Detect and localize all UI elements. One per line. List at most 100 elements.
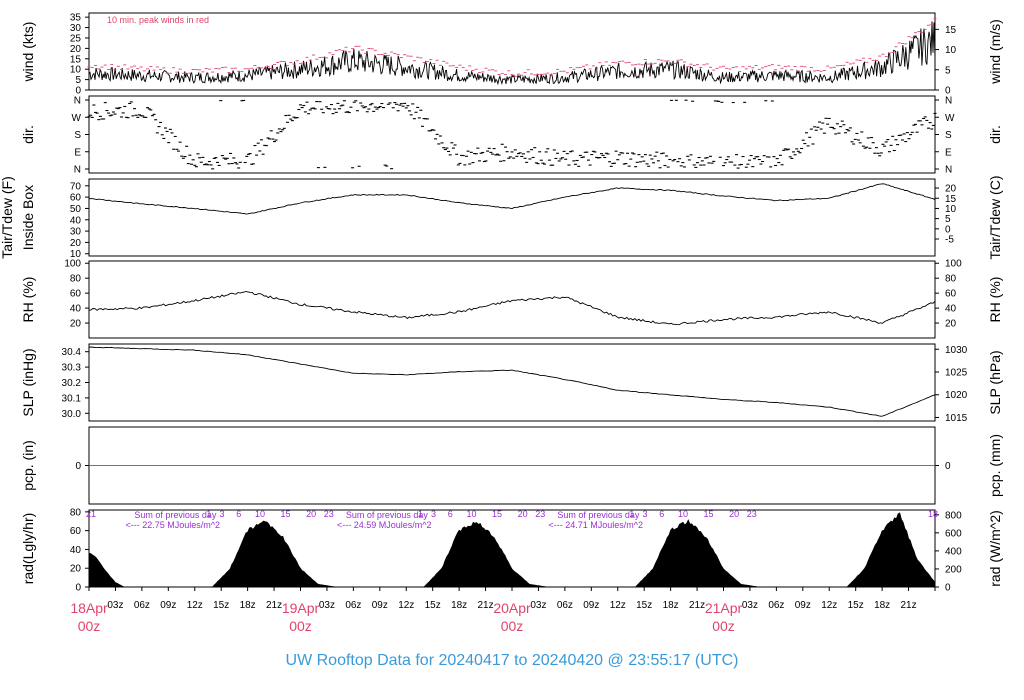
rad-hour-mark: 15: [281, 509, 291, 519]
temp-right-tick-label: 10: [945, 204, 957, 215]
temp-right-axis-label: Tair/Tdew (C): [987, 175, 1003, 259]
sum-previous-day-label: Sum of previous day: [134, 510, 217, 520]
dir-left-tick-label: S: [74, 130, 81, 141]
slp-right-tick-label: 1020: [945, 390, 968, 401]
slp-left-tick-label: 30.3: [62, 363, 82, 374]
solar-radiation-area: [88, 512, 936, 588]
temp-left-tick-label: 70: [70, 181, 82, 192]
rad-right-axis-label: rad (W/m^2): [987, 510, 1003, 587]
time-axis-label: 03z: [319, 600, 335, 611]
dir-left-tick-label: N: [74, 165, 81, 176]
sum-previous-day-label: Sum of previous day: [346, 510, 429, 520]
rad-hour-mark: 1: [629, 509, 634, 519]
rh-left-tick-label: 60: [70, 289, 82, 300]
time-axis-label: 15z: [636, 600, 652, 611]
temp-right-tick-label: 20: [945, 184, 957, 195]
slp-left-tick-label: 30.2: [62, 378, 82, 389]
day-label-date: 21Apr: [705, 600, 743, 616]
rad-right-tick-label: 600: [945, 528, 962, 539]
dir-right-axis-label: dir.: [987, 125, 1003, 144]
time-axis-label: 18z: [663, 600, 679, 611]
slp-right-tick-label: 1025: [945, 367, 968, 378]
sum-previous-day-value: <--- 24.71 MJoules/m^2: [548, 520, 643, 530]
day-label-hour: 00z: [78, 618, 101, 634]
slp-left-axis-label: SLP (inHg): [20, 348, 36, 416]
sum-previous-day-label: Sum of previous day: [557, 510, 640, 520]
slp-panel-frame: [88, 343, 936, 422]
rad-hour-mark: 23: [535, 509, 545, 519]
time-axis-label: 21z: [266, 600, 282, 611]
slp-right-axis-label: SLP (hPa): [987, 350, 1003, 414]
time-axis-label: 06z: [768, 600, 784, 611]
rad-hour-mark: 15: [492, 509, 502, 519]
wind-speed-line: [88, 21, 936, 86]
slp-right-tick-label: 1015: [945, 413, 968, 424]
dir-right-tick-label: E: [945, 147, 952, 158]
slp-right-tick-label: 1030: [945, 345, 968, 356]
rh-right-tick-label: 20: [945, 319, 957, 330]
rad-hour-mark: 15: [704, 509, 714, 519]
temp-left-tick-label: 30: [70, 227, 82, 238]
rad-hour-mark: 10: [255, 509, 265, 519]
rad-hour-mark: 1: [206, 509, 211, 519]
time-axis-label: 09z: [583, 600, 599, 611]
time-axis-label: 06z: [557, 600, 573, 611]
rad-right-tick-label: 400: [945, 546, 962, 557]
pcp-right-axis-label: pcp. (mm): [987, 434, 1003, 497]
time-axis-label: 03z: [742, 600, 758, 611]
dir-left-axis-label: dir.: [20, 125, 36, 144]
rh-right-tick-label: 40: [945, 304, 957, 315]
dir-left-tick-label: N: [74, 96, 81, 107]
time-axis-label: 12z: [821, 600, 837, 611]
day-label-date: 20Apr: [493, 600, 531, 616]
sum-previous-day-value: <--- 22.75 MJoules/m^2: [125, 520, 220, 530]
wind-left-axis-label: wind (kts): [20, 22, 36, 83]
rad-hour-mark: 10: [678, 509, 688, 519]
dir-panel-frame: [88, 95, 936, 174]
rad-hour-mark: 23: [324, 509, 334, 519]
temp-left-tick-label: 20: [70, 238, 82, 249]
rad-left-axis-label: rad(Lgly/hr): [20, 513, 36, 585]
time-axis-label: 12z: [398, 600, 414, 611]
day-label-hour: 00z: [289, 618, 312, 634]
day-label-hour: 00z: [712, 618, 735, 634]
temp-left-axis-label-1: Tair/Tdew (F): [0, 176, 15, 258]
wind-left-tick-label: 20: [70, 44, 82, 55]
temp-right-tick-label: -5: [945, 235, 954, 246]
rad-hour-mark: 23: [747, 509, 757, 519]
rad-edge-hour-mark: 21: [86, 509, 96, 519]
slp-left-tick-label: 30.0: [62, 409, 82, 420]
air-temperature-line: [88, 183, 936, 215]
time-axis-label: 18z: [240, 600, 256, 611]
sum-previous-day-value: <--- 24.59 MJoules/m^2: [337, 520, 432, 530]
rad-hour-mark: 6: [448, 509, 453, 519]
time-axis-label: 21z: [689, 600, 705, 611]
wind-left-tick-label: 0: [75, 86, 81, 97]
dir-right-tick-label: W: [945, 113, 955, 124]
relative-humidity-line: [88, 291, 936, 326]
time-axis-label: 06z: [345, 600, 361, 611]
wind-left-tick-label: 10: [70, 65, 82, 76]
slp-left-tick-label: 30.4: [62, 347, 82, 358]
rad-left-tick-label: 80: [70, 507, 82, 518]
time-axis-label: 21z: [901, 600, 917, 611]
rh-left-tick-label: 20: [70, 319, 82, 330]
pcp-right-tick-label: 0: [945, 461, 951, 472]
dir-left-tick-label: E: [74, 147, 81, 158]
wind-left-tick-label: 15: [70, 54, 82, 65]
time-axis-label: 09z: [372, 600, 388, 611]
wind-left-tick-label: 5: [75, 75, 81, 86]
rad-hour-mark: 6: [236, 509, 241, 519]
wind-right-tick-label: 5: [945, 65, 951, 76]
rad-hour-mark: 1: [418, 509, 423, 519]
rad-hour-mark: 20: [729, 509, 739, 519]
time-axis-label: 12z: [610, 600, 626, 611]
wind-left-tick-label: 30: [70, 23, 82, 34]
rad-hour-mark: 20: [306, 509, 316, 519]
temp-right-tick-label: 0: [945, 224, 951, 235]
rad-hour-mark: 20: [518, 509, 528, 519]
dir-right-tick-label: N: [945, 165, 952, 176]
day-label-date: 18Apr: [70, 600, 108, 616]
wind-left-tick-label: 35: [70, 13, 82, 24]
